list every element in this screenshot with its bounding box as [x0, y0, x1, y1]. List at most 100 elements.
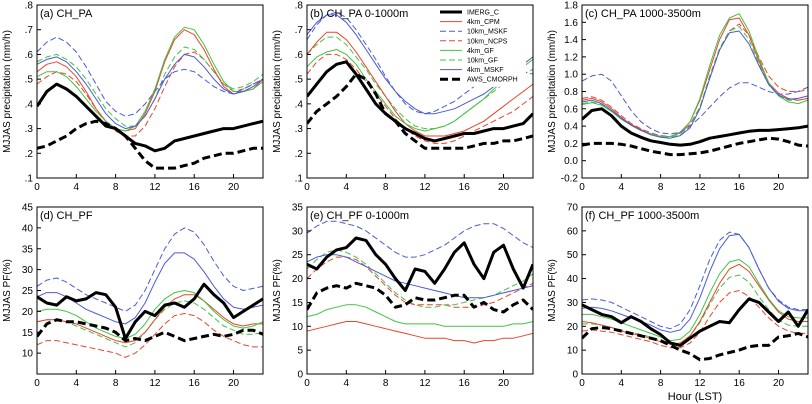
y-tick-label: .7 — [295, 25, 304, 36]
legend-entry: 4km_CPM — [467, 19, 500, 26]
x-tick-label: 16 — [459, 182, 471, 193]
series-line-aws-cmorph — [582, 326, 808, 362]
x-tick-label: 4 — [74, 378, 80, 389]
x-tick-label: 8 — [383, 182, 389, 193]
panel-e-series — [307, 220, 533, 344]
x-tick-label: 8 — [113, 378, 119, 389]
y-tick-label: 40 — [22, 223, 34, 234]
series-line-4km-gf — [582, 13, 808, 137]
series-line-aws-cmorph — [307, 281, 533, 314]
panel-a-series — [37, 26, 263, 170]
x-tick-label: 20 — [498, 182, 510, 193]
panel-c: -0.2 0.0 0.2 0.4 0.6 0.8 1.0 1.2 1.4 1.6 1.8 0 4 8 12 1… — [547, 1, 809, 193]
panel-f-series — [582, 231, 808, 362]
x-tick-label: 16 — [734, 182, 746, 193]
x-tick-label: 8 — [658, 182, 664, 193]
y-tick-label: 50 — [567, 250, 579, 261]
y-tick-label: .3 — [25, 124, 34, 135]
y-tick-label: 15 — [292, 298, 304, 309]
series-line-10km-mskf — [582, 231, 808, 330]
y-tick-label: 1.4 — [564, 35, 578, 46]
y-tick-label: 30 — [567, 298, 579, 309]
y-axis-label: MJJAS PF(%) — [2, 259, 13, 322]
legend-entry: IMERG_C — [467, 10, 499, 17]
x-tick-label: 8 — [383, 378, 389, 389]
series-line-10km-mskf — [37, 36, 263, 117]
y-tick-label: 0.4 — [564, 122, 578, 133]
series-line-4km-mskf — [37, 53, 263, 130]
y-tick-label: .4 — [25, 99, 34, 110]
y-tick-label: 60 — [567, 226, 579, 237]
y-axis-label: MJJAS precipitation (mm/h) — [547, 30, 558, 153]
series-line-imerg-c — [37, 282, 263, 340]
series-line-4km-mskf — [582, 30, 808, 139]
y-axis-label: MJJAS PF(%) — [547, 259, 558, 322]
x-tick-label: 4 — [74, 182, 80, 193]
series-line-4km-gf — [37, 290, 263, 339]
y-tick-label: .4 — [295, 99, 304, 110]
y-tick-label: .1 — [25, 174, 34, 185]
series-line-aws-cmorph — [37, 119, 263, 170]
legend-entry: 4km_GF — [467, 48, 494, 55]
y-tick-label: 30 — [292, 226, 304, 237]
y-tick-label: .2 — [25, 149, 34, 160]
y-axis-label: MJJAS precipitation (mm/h) — [272, 30, 283, 153]
y-tick-label: .8 — [25, 1, 34, 12]
series-line-4km-mskf — [37, 252, 263, 325]
x-tick-label: 12 — [419, 378, 431, 389]
x-tick-label: 8 — [113, 182, 119, 193]
y-tick-label: 35 — [22, 244, 34, 255]
x-tick-label: 12 — [419, 182, 431, 193]
legend-entry: 4km_MSKF — [467, 67, 504, 74]
series-line-imerg-c — [582, 297, 808, 347]
y-tick-label: 0.0 — [564, 156, 578, 167]
series-line-imerg-c — [37, 82, 263, 153]
series-line-10km-ncps — [582, 290, 808, 349]
y-tick-label: 10 — [22, 349, 34, 360]
y-tick-label: .3 — [295, 124, 304, 135]
y-tick-label: 1.8 — [564, 1, 578, 12]
legend-background — [436, 6, 526, 87]
y-tick-label: 10 — [292, 322, 304, 333]
y-tick-label: -0.2 — [561, 174, 579, 185]
x-tick-label: 4 — [344, 182, 350, 193]
panel-e: 0 5 10 15 20 25 30 35 0 4 8 12 16 20 (e) CH_PF 0-1000m… — [272, 203, 534, 389]
legend-entry: 10km_MSKF — [467, 29, 507, 36]
series-line-imerg-c — [307, 236, 533, 292]
plot-frame — [306, 206, 534, 375]
y-tick-label: 35 — [292, 203, 304, 214]
panel-d-series — [37, 227, 263, 358]
x-tick-label: 12 — [694, 378, 706, 389]
series-line-aws-cmorph — [307, 72, 533, 150]
y-tick-label: 30 — [22, 265, 34, 276]
panel-title: (a) CH_PA — [40, 8, 93, 20]
y-tick-label: .5 — [25, 75, 34, 86]
y-tick-label: .7 — [25, 25, 34, 36]
x-tick-label: 16 — [459, 378, 471, 389]
x-tick-label: 4 — [344, 378, 350, 389]
series-line-4km-gf — [307, 304, 533, 327]
x-tick-label: 4 — [619, 378, 625, 389]
series-line-10km-mskf — [37, 227, 263, 312]
y-axis-label: MJJAS precipitation (mm/h) — [2, 30, 13, 153]
x-tick-label: 16 — [189, 378, 201, 389]
panel-title: (b) CH_PA 0-1000m — [310, 8, 408, 20]
x-tick-label: 0 — [304, 182, 310, 193]
panel-d: 10 15 20 25 30 35 40 45 0 4 8 12 16 20 (d) CH_PF MJJAS … — [2, 203, 264, 389]
series-line-4km-cpm — [37, 294, 263, 344]
y-tick-label: 15 — [22, 328, 34, 339]
panel-c-series — [582, 13, 808, 157]
y-tick-label: 0.6 — [564, 104, 578, 115]
x-tick-label: 8 — [658, 378, 664, 389]
series-line-4km-cpm — [307, 321, 533, 344]
legend-entry: AWS_CMORPH — [467, 77, 518, 84]
series-line-aws-cmorph — [37, 318, 263, 343]
series-line-4km-mskf — [307, 254, 533, 299]
x-tick-label: 0 — [34, 378, 40, 389]
x-tick-label: 20 — [773, 378, 785, 389]
series-line-10km-gf — [307, 36, 533, 130]
y-tick-label: 20 — [22, 307, 34, 318]
panel-f: 0 10 20 30 40 50 60 70 0 4 8 12 16 20 (f) CH_PF 1000-3… — [547, 203, 809, 403]
y-tick-label: 1.0 — [564, 70, 578, 81]
